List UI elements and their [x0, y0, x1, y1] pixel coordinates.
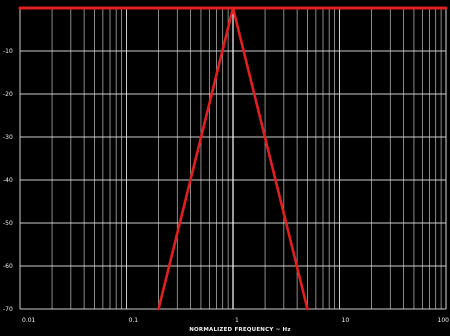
- y-tick-label: -20: [3, 91, 13, 98]
- x-tick-label: 0.1: [129, 317, 139, 324]
- y-tick-label: -30: [3, 134, 13, 141]
- y-tick-label: -10: [3, 48, 13, 55]
- x-tick-label: 1: [235, 317, 239, 324]
- series-layer: [18, 6, 448, 311]
- triangle-response-curve: [157, 7, 309, 311]
- y-tick-labels: -10 -20 -30 -40 -50 -60 -70: [3, 48, 13, 313]
- x-tick-label: 100: [438, 317, 450, 324]
- x-axis-title: NORMALIZED FREQUENCY ~ Hz: [189, 327, 291, 333]
- x-tick-label: 10: [342, 317, 350, 324]
- x-tick-labels: 0.01 0.1 1 10 100: [22, 317, 449, 324]
- y-tick-label: -60: [3, 263, 13, 270]
- x-tick-label: 0.01: [22, 317, 36, 324]
- y-tick-label: -40: [3, 177, 13, 184]
- y-tick-label: -50: [3, 220, 13, 227]
- y-tick-label: -70: [3, 306, 13, 313]
